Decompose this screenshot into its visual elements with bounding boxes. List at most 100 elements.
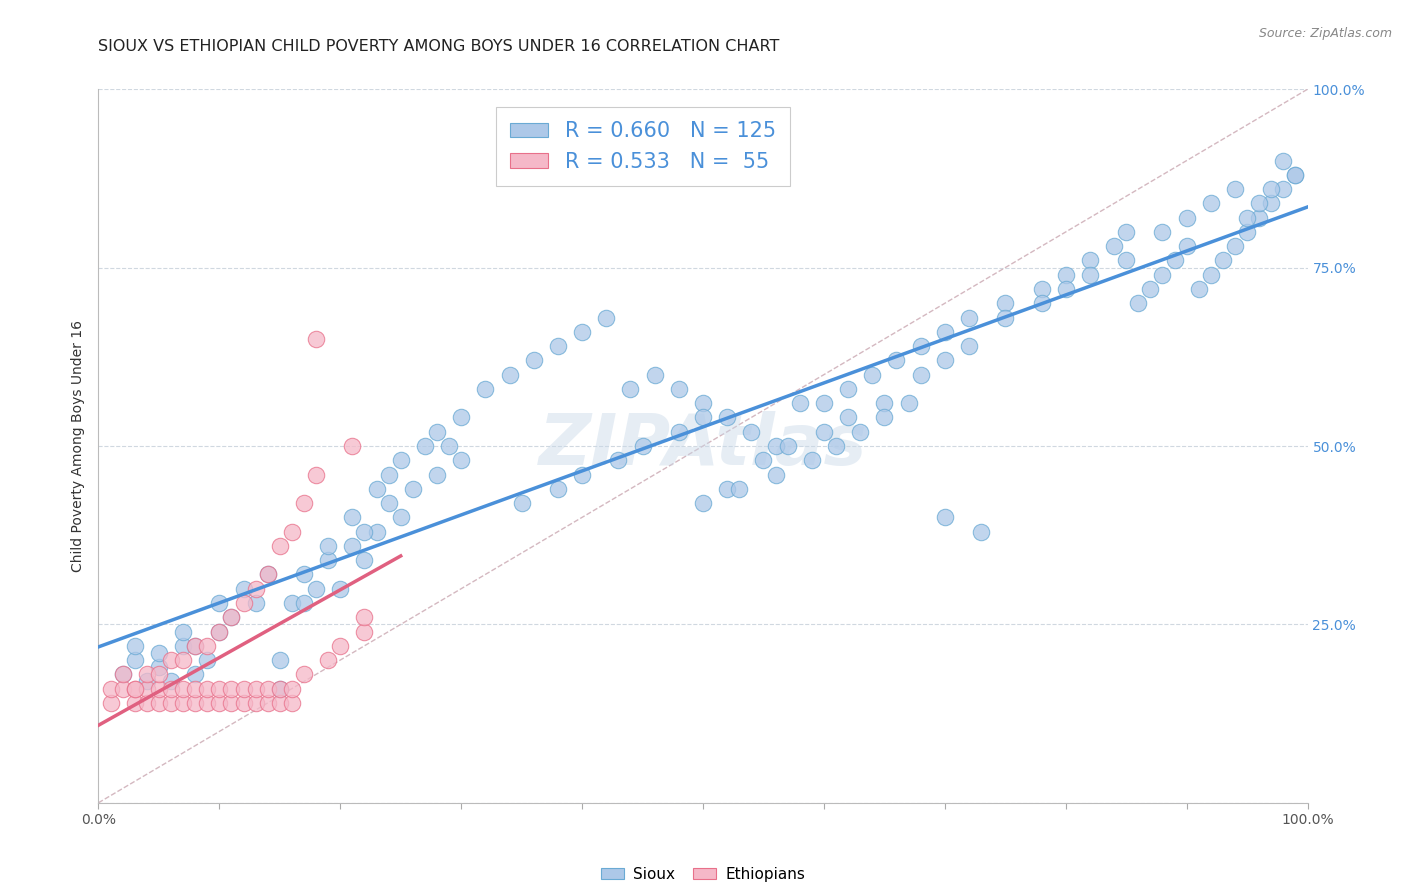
Point (547, 482, 569, 496)
Point (1284, 168, 1306, 182)
Point (607, 453, 630, 467)
Point (329, 582, 352, 596)
Point (148, 696, 170, 710)
Point (100, 681, 122, 696)
Point (221, 610, 243, 624)
Point (934, 353, 956, 368)
Point (1054, 282, 1077, 296)
Point (221, 681, 243, 696)
Point (692, 396, 714, 410)
Point (1054, 268, 1077, 282)
Point (342, 539, 364, 553)
Point (160, 696, 183, 710)
Text: Source: ZipAtlas.com: Source: ZipAtlas.com (1258, 27, 1392, 40)
Point (269, 681, 291, 696)
Point (256, 567, 278, 582)
Point (897, 396, 920, 410)
Point (281, 524, 304, 539)
Point (1163, 253, 1185, 268)
Point (389, 510, 412, 524)
Point (292, 496, 315, 510)
Point (619, 382, 641, 396)
Point (353, 610, 375, 624)
Point (1284, 168, 1306, 182)
Point (281, 681, 304, 696)
Point (160, 674, 183, 689)
Point (172, 681, 194, 696)
Point (232, 681, 254, 696)
Point (366, 482, 388, 496)
Point (1272, 182, 1295, 196)
Point (305, 582, 328, 596)
Point (316, 539, 339, 553)
Point (195, 681, 218, 696)
Point (994, 296, 1017, 310)
Point (269, 653, 291, 667)
Point (208, 624, 231, 639)
Point (752, 453, 775, 467)
Point (221, 610, 243, 624)
Point (316, 653, 339, 667)
Point (245, 582, 267, 596)
Point (800, 453, 823, 467)
Point (498, 368, 520, 382)
Point (631, 439, 654, 453)
Point (776, 439, 799, 453)
Point (160, 653, 183, 667)
Point (1152, 268, 1174, 282)
Point (692, 496, 714, 510)
Point (789, 396, 811, 410)
Point (111, 667, 134, 681)
Point (124, 639, 146, 653)
Point (716, 410, 738, 425)
Point (221, 696, 243, 710)
Point (208, 696, 231, 710)
Point (510, 496, 533, 510)
Point (595, 310, 617, 325)
Point (342, 510, 364, 524)
Point (135, 696, 157, 710)
Point (1249, 211, 1271, 225)
Point (1115, 225, 1137, 239)
Point (124, 696, 146, 710)
Point (692, 410, 714, 425)
Point (100, 696, 122, 710)
Point (124, 653, 146, 667)
Point (1188, 282, 1211, 296)
Point (825, 439, 848, 453)
Point (474, 382, 496, 396)
Point (232, 696, 254, 710)
Point (1139, 282, 1161, 296)
Point (523, 353, 546, 368)
Point (1223, 182, 1246, 196)
Point (644, 368, 666, 382)
Point (281, 596, 304, 610)
Point (269, 681, 291, 696)
Point (184, 667, 207, 681)
Legend: Sioux, Ethiopians: Sioux, Ethiopians (595, 861, 811, 888)
Point (547, 339, 569, 353)
Point (728, 482, 751, 496)
Point (111, 681, 134, 696)
Point (1223, 239, 1246, 253)
Point (860, 368, 883, 382)
Text: ZIPAtlas: ZIPAtlas (538, 411, 868, 481)
Point (160, 681, 183, 696)
Point (184, 681, 207, 696)
Point (413, 439, 436, 453)
Point (135, 681, 157, 696)
Point (1260, 196, 1282, 211)
Point (1272, 153, 1295, 168)
Point (910, 368, 932, 382)
Point (269, 696, 291, 710)
Point (172, 624, 194, 639)
Point (886, 353, 908, 368)
Point (232, 582, 254, 596)
Point (1152, 225, 1174, 239)
Point (148, 667, 170, 681)
Text: SIOUX VS ETHIOPIAN CHILD POVERTY AMONG BOYS UNDER 16 CORRELATION CHART: SIOUX VS ETHIOPIAN CHILD POVERTY AMONG B… (98, 38, 780, 54)
Point (377, 467, 399, 482)
Point (740, 425, 762, 439)
Point (765, 467, 787, 482)
Point (1199, 268, 1222, 282)
